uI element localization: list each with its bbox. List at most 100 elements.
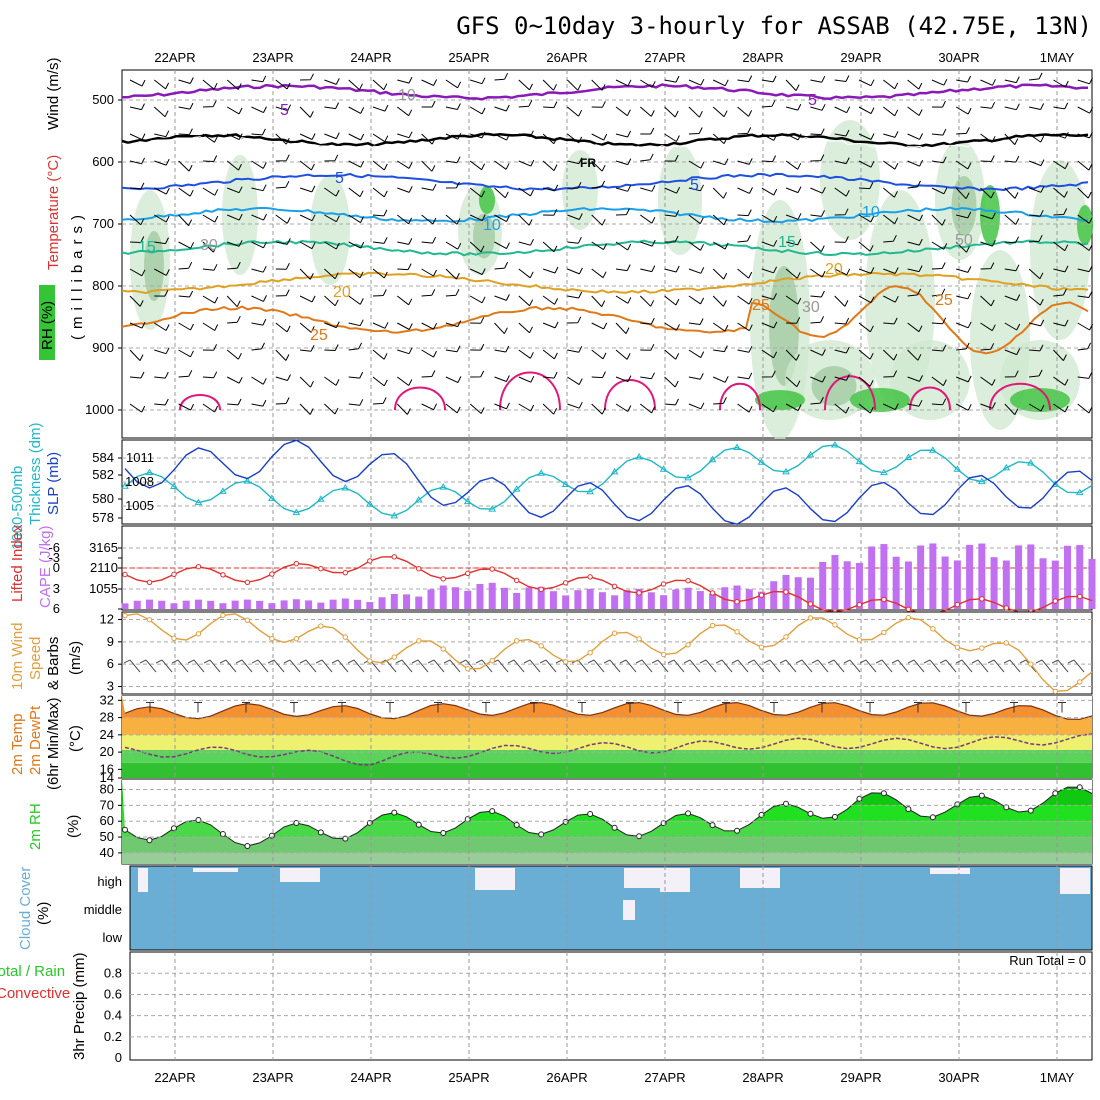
cape-bar (1051, 560, 1059, 609)
wind-speed-marker (391, 654, 397, 660)
wind-barb (688, 184, 704, 192)
surface-barb (651, 659, 669, 673)
wind-barb (931, 100, 946, 108)
wind-speed-marker (636, 636, 642, 642)
cape-bar (439, 585, 447, 609)
wind-barb (518, 99, 533, 108)
wind-barb (445, 403, 461, 414)
level-middle: middle (84, 902, 122, 917)
wind-barb (1077, 372, 1093, 379)
wind-barb (324, 403, 339, 415)
wind-barb (129, 133, 146, 141)
wind-barb (956, 127, 970, 135)
wind-barb (615, 106, 631, 117)
temp-band (122, 749, 1092, 763)
wind-barb (1077, 187, 1092, 199)
pressure-axis: 500 600 700 800 900 1000 (85, 92, 122, 417)
wind-barb (980, 187, 995, 199)
surface-barb (235, 659, 253, 673)
wind-barb (421, 236, 437, 244)
wind-barb (202, 79, 218, 90)
wind-barb (834, 187, 850, 197)
cape-bar (182, 600, 190, 609)
rh-shade-core (951, 176, 977, 236)
wind-barb (372, 133, 389, 143)
wind-barb (275, 133, 290, 145)
lifted-index-marker (954, 601, 961, 608)
wind-barb (567, 291, 583, 299)
wind-barb (372, 322, 389, 329)
wind-barb (615, 130, 632, 138)
cape-bar (305, 600, 313, 609)
wind-barb (810, 349, 826, 356)
thickness-marker (439, 483, 448, 490)
wind-barb (372, 376, 388, 387)
wind-barb (202, 322, 219, 331)
thickness-marker (757, 458, 766, 465)
wind-barb (1029, 344, 1044, 352)
contour-label: 30 (200, 237, 218, 254)
wind-barb (494, 214, 510, 223)
wind-barb (1077, 322, 1094, 331)
temp-errorbar (578, 701, 586, 713)
lifted-index-marker (171, 571, 177, 578)
wind-barb (1004, 264, 1020, 272)
wind-barb (907, 238, 923, 246)
wind-barb (712, 322, 729, 332)
ylabel-speed: Speed (27, 637, 44, 680)
date-label-bottom: 26APR (546, 1070, 587, 1085)
lifted-index-marker (636, 590, 642, 596)
panel2-grid (122, 440, 1092, 524)
rh-marker (685, 810, 692, 817)
cloud-cover-panel: high middle low Cloud Cover (%) (17, 865, 1093, 951)
wind-barb (883, 370, 898, 378)
contour-magenta-30 (989, 382, 1051, 411)
date-label-top: 22APR (154, 50, 195, 65)
lifted-index-marker (1077, 593, 1083, 600)
surface-barb (891, 659, 909, 673)
wind-barb (834, 236, 849, 243)
wind-barb (226, 349, 242, 360)
lifted-index-marker (318, 566, 324, 572)
wind-barb (494, 294, 510, 301)
axis-tick-label: 16 (100, 761, 114, 776)
wind-barb (713, 345, 728, 353)
wind-barb (615, 349, 631, 360)
wind-barb (226, 106, 243, 115)
wind-speed-marker (881, 629, 887, 636)
date-label-bottom: 24APR (350, 1070, 391, 1085)
wind-barb (858, 182, 874, 190)
surface-barb (507, 659, 525, 673)
cloud-block (475, 868, 515, 890)
wind-barb (178, 102, 194, 110)
cape-bar (415, 596, 423, 609)
date-label-top: 25APR (448, 50, 489, 65)
wind-barb (1053, 349, 1067, 361)
wind-barb (154, 347, 170, 355)
axis-tick-label: 14 (100, 770, 114, 785)
wind-barb (275, 349, 290, 361)
contour-lightblue-10 (121, 206, 1089, 224)
wind-barb (1004, 294, 1021, 301)
contour-label: 10 (483, 217, 501, 234)
surface-barb (875, 659, 893, 673)
wind-barb (299, 376, 314, 388)
wind-speed-marker (660, 651, 667, 658)
lifted-index-marker (465, 570, 471, 577)
rh-shade-core (473, 213, 495, 259)
ylabel-1000-500mb: 1000-500mb (9, 466, 26, 550)
rh-marker (831, 813, 838, 820)
wind-barb (737, 403, 753, 413)
wind-barb (518, 130, 534, 138)
wind-barb (178, 214, 193, 226)
cape-bar (929, 543, 937, 609)
panel3-axis: -6-30 3 6 3165 2110 1055 (48, 540, 122, 616)
cape-bar (819, 561, 827, 609)
wind-barb (469, 106, 486, 115)
cape-bar (733, 585, 741, 609)
slp-tick-label: 1005 (125, 498, 154, 513)
wind-barb (1004, 187, 1019, 199)
wind-barb (421, 349, 437, 358)
cape-bar (194, 599, 202, 609)
rh-marker (929, 814, 936, 821)
